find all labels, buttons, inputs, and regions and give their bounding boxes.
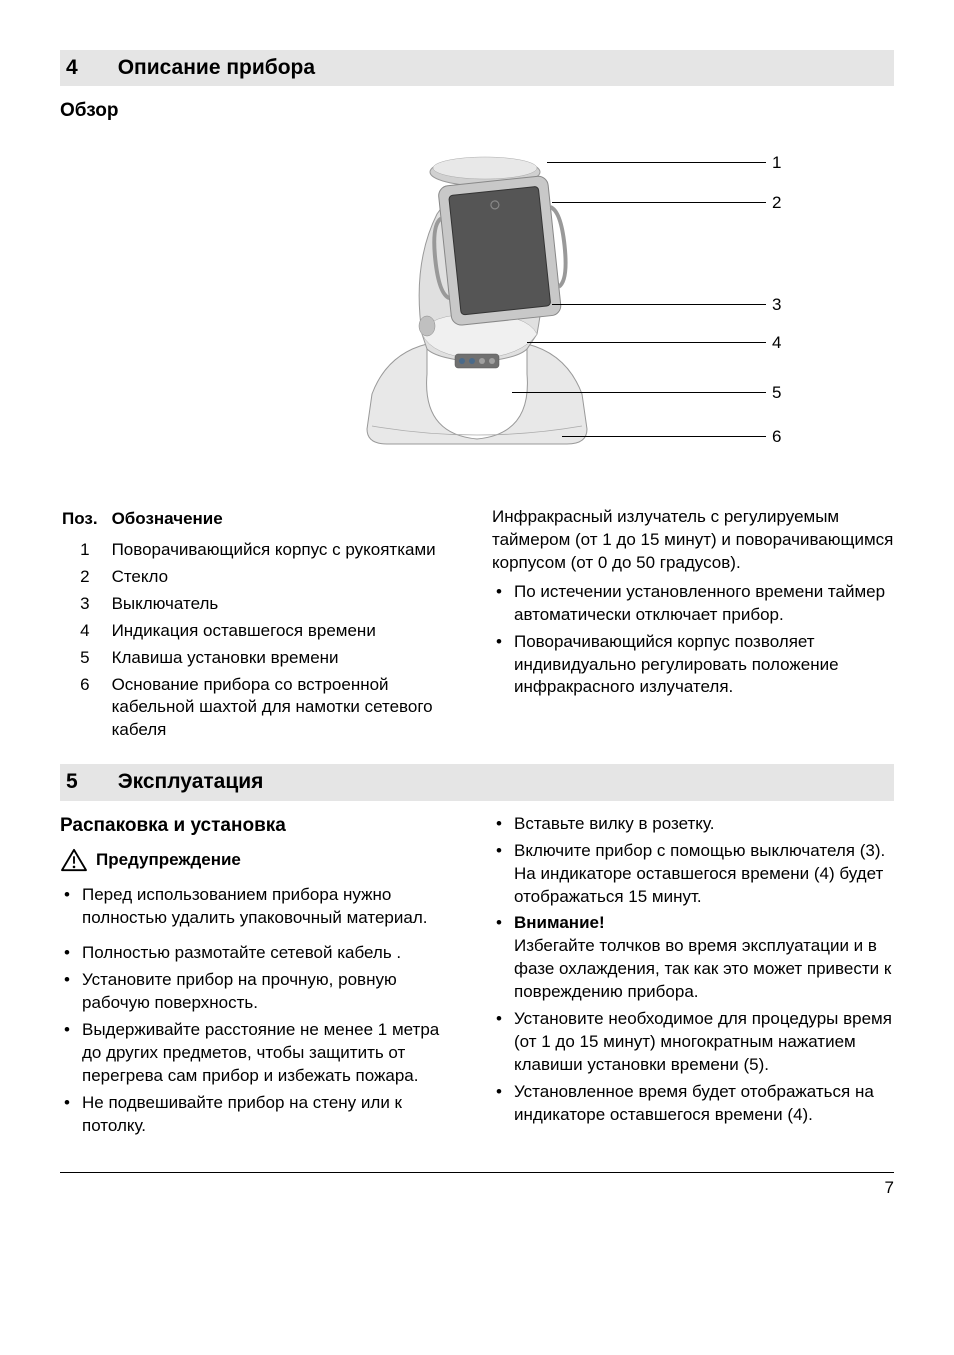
section5-right-bullets: Вставьте вилку в розетку. Включите прибор…	[492, 813, 894, 1127]
page-number: 7	[885, 1178, 894, 1197]
callout-line	[552, 304, 766, 305]
section5-left-col: Распаковка и установка Предупреждение Пе…	[60, 813, 462, 1142]
parts-row-num: 2	[60, 564, 110, 591]
callout-line	[547, 162, 766, 163]
callout-number: 5	[772, 382, 781, 405]
warning-label: Предупреждение	[96, 849, 241, 872]
page-footer: 7	[60, 1172, 894, 1200]
description-para: Инфракрасный излучатель с регулируемым т…	[492, 506, 894, 575]
section-5-title: Эксплуатация	[118, 768, 264, 796]
parts-row-num: 1	[60, 537, 110, 564]
warning-row: Предупреждение	[60, 848, 462, 872]
list-item: Установленное время будет отображаться н…	[492, 1081, 894, 1127]
section-4-title: Описание прибора	[118, 54, 315, 82]
list-item: По истечении установленного времени тайм…	[492, 581, 894, 627]
section-5-num: 5	[66, 768, 78, 796]
callout-line	[527, 342, 766, 343]
callout-number: 6	[772, 426, 781, 449]
callout-number: 1	[772, 152, 781, 175]
parts-row: 1Поворачивающийся корпус с рукоятками	[60, 537, 462, 564]
parts-row: 5Клавиша установки времени	[60, 645, 462, 672]
section-5-subtitle: Распаковка и установка	[60, 813, 462, 839]
callout-number: 4	[772, 332, 781, 355]
list-item: Внимание!Избегайте толчков во время эксп…	[492, 912, 894, 1004]
parts-row-num: 5	[60, 645, 110, 672]
section5-left-bullets: Перед использованием прибора нужно полно…	[60, 884, 462, 1137]
parts-row-num: 6	[60, 672, 110, 745]
parts-row-desc: Индикация оставшегося времени	[110, 618, 462, 645]
parts-row-num: 4	[60, 618, 110, 645]
callout-line	[512, 392, 766, 393]
section-4-header: 4 Описание прибора	[60, 50, 894, 86]
parts-row-num: 3	[60, 591, 110, 618]
section5-right-col: Вставьте вилку в розетку. Включите прибор…	[492, 813, 894, 1142]
section-4-num: 4	[66, 54, 78, 82]
description-col: Инфракрасный излучатель с регулируемым т…	[492, 506, 894, 744]
list-item: Выдерживайте расстояние не менее 1 метра…	[60, 1019, 462, 1088]
callout-number: 3	[772, 294, 781, 317]
parts-row: 3Выключатель	[60, 591, 462, 618]
parts-row: 2Стекло	[60, 564, 462, 591]
parts-row-desc: Стекло	[110, 564, 462, 591]
parts-row-desc: Поворачивающийся корпус с рукоятками	[110, 537, 462, 564]
section-4-subtitle: Обзор	[60, 98, 894, 124]
parts-row-desc: Основание прибора со встроенной кабельно…	[110, 672, 462, 745]
list-item: Перед использованием прибора нужно полно…	[60, 884, 462, 930]
parts-row-desc: Клавиша установки времени	[110, 645, 462, 672]
parts-table-col: Поз. Обозначение 1Поворачивающийся корпу…	[60, 506, 462, 744]
list-item: Включите прибор с помощью выключателя (3…	[492, 840, 894, 909]
list-item: Не подвешивайте прибор на стену или к по…	[60, 1092, 462, 1138]
parts-header-desc: Обозначение	[110, 506, 462, 537]
device-diagram: 1 2 3 4 5 6	[60, 134, 894, 481]
list-item: Установите необходимое для процедуры вре…	[492, 1008, 894, 1077]
callout-number: 2	[772, 192, 781, 215]
list-item: Полностью размотайте сетевой кабель .	[60, 942, 462, 965]
callout-line	[562, 436, 766, 437]
description-bullets: По истечении установленного времени тайм…	[492, 581, 894, 700]
section-5-header: 5 Эксплуатация	[60, 764, 894, 800]
list-item: Вставьте вилку в розетку.	[492, 813, 894, 836]
list-item: Установите прибор на прочную, ровную раб…	[60, 969, 462, 1015]
parts-row: 6Основание прибора со встроенной кабельн…	[60, 672, 462, 745]
warning-icon	[60, 848, 88, 872]
callout-line	[552, 202, 766, 203]
parts-table: Поз. Обозначение 1Поворачивающийся корпу…	[60, 506, 462, 744]
list-item: Поворачивающийся корпус позволяет индиви…	[492, 631, 894, 700]
parts-header-pos: Поз.	[60, 506, 110, 537]
parts-row: 4Индикация оставшегося времени	[60, 618, 462, 645]
parts-row-desc: Выключатель	[110, 591, 462, 618]
